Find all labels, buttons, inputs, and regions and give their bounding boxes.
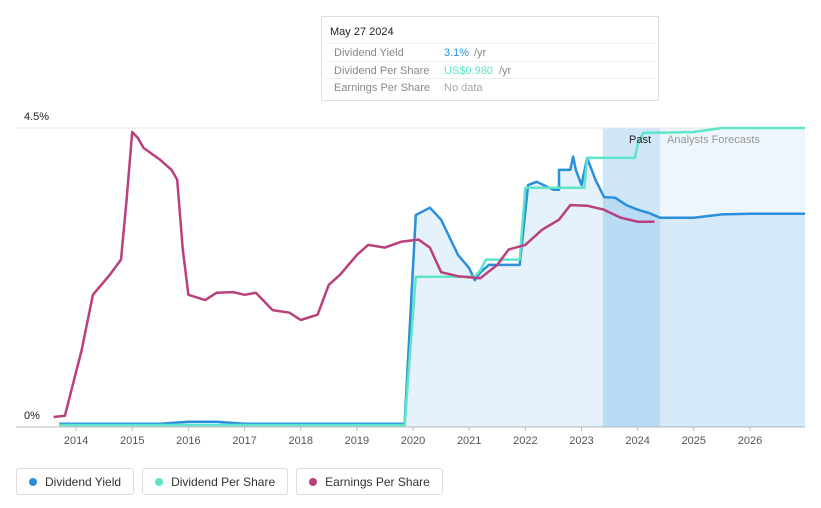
x-tick-label: 2018 — [288, 435, 312, 447]
past-highlight — [602, 128, 661, 427]
y-tick-label: 0% — [24, 410, 40, 422]
legend-item[interactable]: Dividend Per Share — [142, 468, 289, 495]
legend-swatch — [309, 477, 318, 486]
legend-item[interactable]: Earnings Per Share — [296, 468, 443, 495]
x-tick-label: 2015 — [120, 435, 144, 447]
legend-label: Dividend Yield — [45, 474, 122, 489]
series-line — [53, 130, 655, 419]
legend-label: Dividend Per Share — [171, 474, 276, 489]
tooltip-row: Earnings Per Share No data — [326, 78, 656, 96]
x-tick-label: 2019 — [345, 435, 369, 447]
forecast-region — [660, 128, 805, 427]
x-tick-label: 2014 — [64, 435, 88, 447]
x-tick-label: 2023 — [569, 435, 593, 447]
tooltip-date: May 27 2024 — [330, 26, 394, 38]
tooltip: May 27 2024 Dividend Yield 3.1%/yr Dividen… — [321, 16, 659, 101]
tooltip-row: Dividend Yield 3.1% /yr — [326, 43, 656, 61]
x-tick-label: 2020 — [401, 435, 425, 447]
legend-label: Earnings Per Share — [325, 474, 430, 489]
x-tick-label: 2017 — [232, 435, 256, 447]
series-line — [59, 155, 805, 425]
legend-item[interactable]: Dividend Yield — [16, 468, 135, 495]
x-tick-label: 2021 — [457, 435, 481, 447]
x-tick-label: 2024 — [625, 435, 649, 447]
tooltip-key: Dividend Yield — [334, 47, 404, 59]
tooltip-key: Earnings Per Share — [334, 82, 430, 94]
tooltip-key: Dividend Per Share — [334, 64, 430, 77]
legend-swatch — [29, 477, 37, 486]
legend: Dividend Yield Dividend Per Share Earnings… — [16, 468, 443, 495]
y-tick-label: 4.5% — [24, 111, 49, 123]
x-tick-label: 2016 — [176, 435, 200, 447]
tooltip-value: /yr — [474, 47, 487, 59]
x-tick-label: 2022 — [513, 435, 537, 447]
forecast-label: Analysts Forecasts — [667, 134, 760, 146]
tooltip-value: 3.1% — [444, 47, 470, 59]
legend-swatch — [155, 477, 164, 486]
tooltip-value: No data — [444, 82, 483, 94]
past-label: Past — [629, 134, 651, 146]
tooltip-value: US$0.980 — [444, 64, 493, 77]
x-tick-label: 2025 — [682, 435, 706, 447]
tooltip-value: /yr — [499, 64, 512, 77]
x-tick-label: 2026 — [738, 435, 762, 447]
tooltip-row: Dividend Per Share US$0.980/yr — [326, 60, 656, 79]
area — [59, 156, 805, 427]
